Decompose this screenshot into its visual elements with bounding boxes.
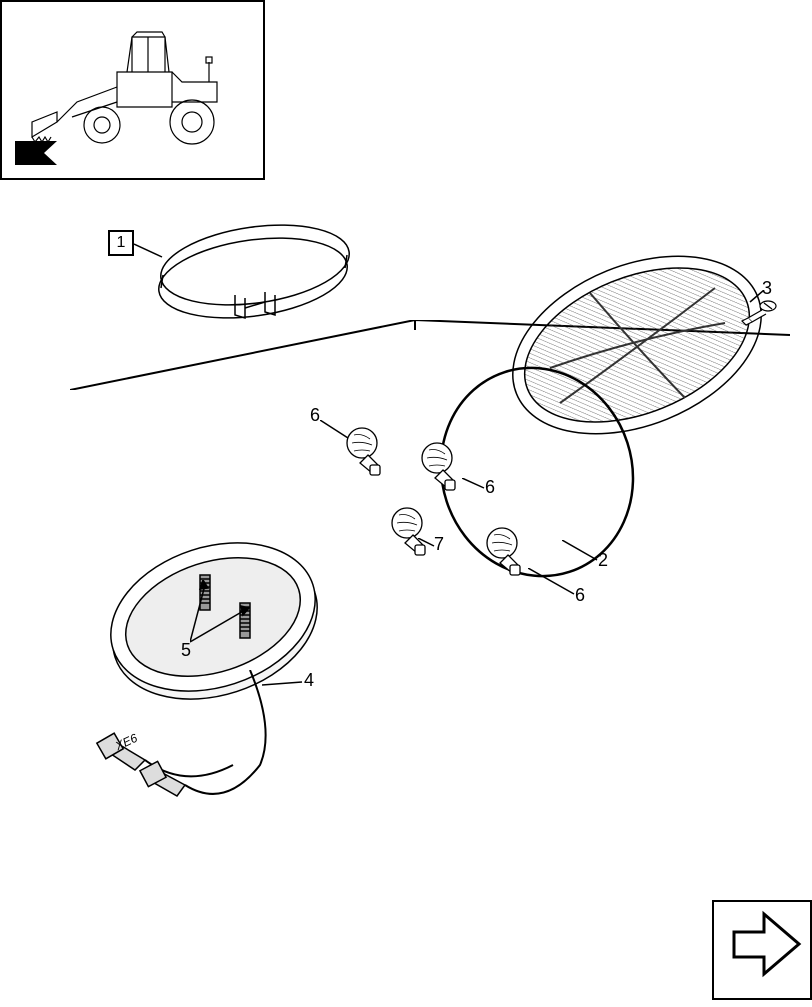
callout-label: 1: [117, 234, 126, 252]
leader-line-7: [418, 538, 438, 550]
reference-box: [0, 0, 265, 180]
arrow-right-icon: [714, 902, 812, 1002]
callout-bulb-a: 6: [310, 405, 320, 426]
part-bulb-3: [385, 505, 435, 560]
part-bulb-4: [480, 525, 530, 580]
part-bulb-2: [415, 440, 465, 495]
vehicle-icon: [17, 7, 257, 152]
reference-flag-icon: [12, 138, 62, 168]
leader-line-1: [134, 242, 164, 262]
leader-line-6b: [462, 478, 487, 493]
leader-line-6a: [320, 420, 350, 440]
callout-main-assembly: 1: [108, 230, 134, 256]
leader-line-3: [748, 290, 768, 305]
part-wire-harness: [95, 670, 360, 830]
next-page-box[interactable]: [712, 900, 812, 1000]
leader-line-6c: [528, 568, 578, 598]
leader-line-2: [562, 540, 602, 565]
leader-line-5: [190, 580, 250, 645]
leader-line-4: [262, 680, 307, 690]
callout-label: 6: [310, 405, 320, 425]
